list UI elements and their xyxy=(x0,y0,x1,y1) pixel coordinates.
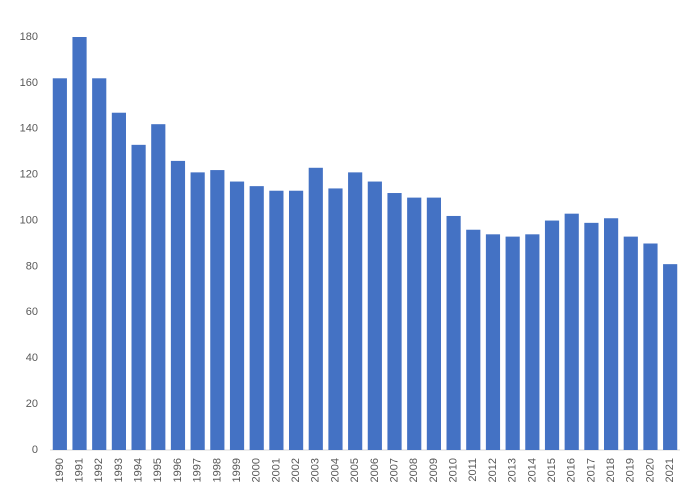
x-tick-label: 2007 xyxy=(388,458,400,482)
y-tick-label: 60 xyxy=(26,306,38,318)
bar xyxy=(328,188,343,450)
x-tick-label: 2004 xyxy=(329,458,341,482)
bar xyxy=(564,213,579,450)
y-tick-label: 0 xyxy=(32,444,38,456)
x-tick-label: 2015 xyxy=(546,458,558,482)
bar xyxy=(466,229,481,450)
y-tick-label: 120 xyxy=(20,169,38,181)
x-tick-label: 1998 xyxy=(211,458,223,482)
bar xyxy=(446,215,461,450)
bar xyxy=(131,144,146,451)
x-tick-label: 2018 xyxy=(605,458,617,482)
x-tick-label: 2021 xyxy=(664,458,676,482)
x-tick-label: 2013 xyxy=(507,458,519,482)
bar xyxy=(407,197,422,450)
bar xyxy=(623,236,638,450)
y-tick-label: 160 xyxy=(20,77,38,89)
bar xyxy=(308,167,323,451)
y-tick-label: 80 xyxy=(26,260,38,272)
bar xyxy=(544,220,560,450)
bar xyxy=(525,234,540,450)
bar xyxy=(151,124,166,450)
bar xyxy=(111,112,126,450)
x-tick-label: 1990 xyxy=(54,458,66,482)
x-tick-label: 2020 xyxy=(644,458,656,482)
bar xyxy=(505,236,520,450)
bar xyxy=(604,218,619,450)
bar xyxy=(584,222,599,450)
x-tick-label: 2006 xyxy=(369,458,381,482)
x-tick-label: 1996 xyxy=(172,458,184,482)
x-tick-label: 2010 xyxy=(448,458,460,482)
x-tick-label: 2001 xyxy=(270,458,282,482)
y-tick-label: 140 xyxy=(20,123,38,135)
x-tick-label: 1991 xyxy=(73,458,85,482)
bar xyxy=(170,160,186,450)
bar xyxy=(367,181,382,451)
x-tick-label: 2012 xyxy=(487,458,499,482)
y-tick-label: 20 xyxy=(26,398,38,410)
x-tick-label: 2017 xyxy=(585,458,597,482)
bar xyxy=(210,170,225,451)
bar xyxy=(663,264,678,450)
x-tick-label: 2016 xyxy=(566,458,578,482)
x-tick-label: 1997 xyxy=(192,458,204,482)
x-tick-label: 2003 xyxy=(310,458,322,482)
bar xyxy=(229,181,245,451)
bar xyxy=(269,190,284,450)
x-tick-label: 1992 xyxy=(93,458,105,482)
bar xyxy=(485,234,501,450)
x-tick-label: 1994 xyxy=(133,458,145,482)
x-tick-label: 2008 xyxy=(408,458,420,482)
x-tick-label: 2005 xyxy=(349,458,361,482)
bar xyxy=(387,193,402,450)
x-tick-label: 2009 xyxy=(428,458,440,482)
x-tick-label: 2014 xyxy=(526,458,538,482)
bar xyxy=(289,190,304,450)
x-tick-label: 2019 xyxy=(625,458,637,482)
x-tick-label: 2002 xyxy=(290,458,302,482)
bar xyxy=(92,78,107,451)
bar xyxy=(426,197,441,450)
x-tick-label: 2011 xyxy=(467,458,479,482)
bar xyxy=(72,37,87,450)
bar xyxy=(348,172,363,450)
y-tick-label: 40 xyxy=(26,352,38,364)
x-tick-label: 2000 xyxy=(251,458,263,482)
bar xyxy=(643,243,658,450)
y-tick-label: 180 xyxy=(20,31,38,43)
x-tick-label: 1999 xyxy=(231,458,243,482)
bar xyxy=(52,78,67,451)
x-tick-label: 1993 xyxy=(113,458,125,482)
y-tick-label: 100 xyxy=(20,214,38,226)
x-tick-label: 1995 xyxy=(152,458,164,482)
bar xyxy=(249,186,264,450)
bar xyxy=(190,172,205,450)
